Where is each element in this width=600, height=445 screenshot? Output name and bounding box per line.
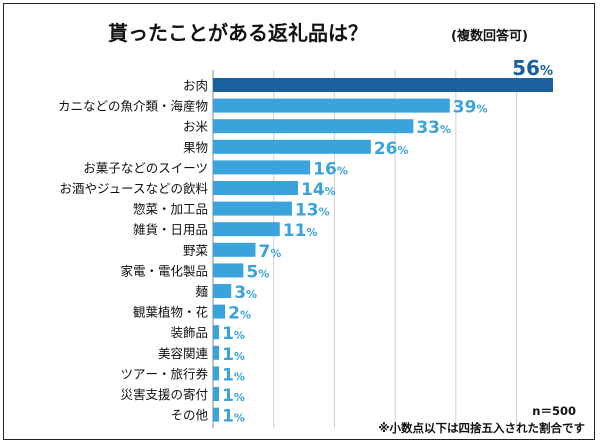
value-label: 7%: [259, 242, 282, 262]
value-label: 1%: [222, 386, 245, 406]
sample-size-note: n＝500: [532, 404, 576, 418]
bar: [213, 201, 292, 216]
bar: [213, 284, 232, 298]
category-label: お酒やジュースなどの飲料: [59, 181, 208, 196]
value-labels: 56%39%33%26%16%14%13%11%7%5%3%2%1%1%1%1%…: [222, 56, 553, 427]
value-label: 14%: [301, 180, 336, 200]
bar: [213, 160, 311, 175]
category-label: 麺: [195, 284, 208, 299]
bar: [213, 98, 450, 113]
bar: [213, 387, 220, 401]
chart-subtitle: (複数回答可): [451, 28, 528, 44]
value-label: 3%: [234, 283, 257, 303]
value-label: 26%: [374, 139, 409, 159]
value-label: 39%: [453, 98, 488, 118]
footnote: ※小数点以下は四捨五入された割合です: [378, 421, 585, 435]
category-label: 野菜: [183, 243, 209, 258]
category-label: その他: [170, 408, 208, 423]
category-label: カニなどの魚介類・海産物: [58, 99, 208, 114]
category-label: 災害支援の寄付: [120, 387, 208, 402]
value-label: 33%: [416, 118, 451, 138]
category-label: ツアー・旅行券: [120, 366, 208, 381]
bar: [213, 222, 280, 237]
chart-title: 貰ったことがある返礼品は？: [108, 21, 368, 45]
bars: [213, 78, 553, 422]
category-label: 美容関連: [158, 346, 209, 361]
category-label: 果物: [183, 140, 208, 155]
bar: [213, 181, 298, 195]
value-label: 11%: [283, 221, 318, 241]
value-label: 13%: [295, 201, 330, 221]
bar: [213, 119, 414, 134]
value-label: 5%: [246, 262, 269, 282]
category-labels: お肉カニなどの魚介類・海産物お米果物お菓子などのスイーツお酒やジュースなどの飲料…: [58, 78, 209, 423]
value-label: 2%: [228, 304, 251, 324]
bar: [213, 263, 244, 278]
bar: [213, 139, 371, 154]
category-label: お肉: [183, 78, 208, 93]
bar: [213, 325, 220, 340]
bar: [213, 366, 220, 381]
value-label: 1%: [222, 365, 245, 385]
bar: [213, 407, 220, 422]
value-label: 1%: [222, 324, 245, 344]
chart-frame: [3, 3, 595, 440]
category-label: 惣菜・加工品: [133, 202, 208, 217]
category-label: お米: [183, 119, 209, 134]
category-label: お菓子などのスイーツ: [83, 160, 208, 175]
category-label: 観葉植物・花: [133, 305, 208, 320]
bar: [213, 242, 256, 257]
category-label: 家電・電化製品: [120, 263, 208, 278]
bar: [213, 304, 226, 319]
category-label: 装飾品: [170, 325, 208, 340]
value-label: 16%: [313, 159, 348, 179]
bar: [213, 345, 220, 360]
value-label: 1%: [222, 407, 245, 427]
bar: [213, 78, 553, 92]
category-label: 雑貨・日用品: [133, 222, 208, 237]
value-label: 56%: [512, 56, 553, 80]
value-label: 1%: [222, 345, 245, 365]
